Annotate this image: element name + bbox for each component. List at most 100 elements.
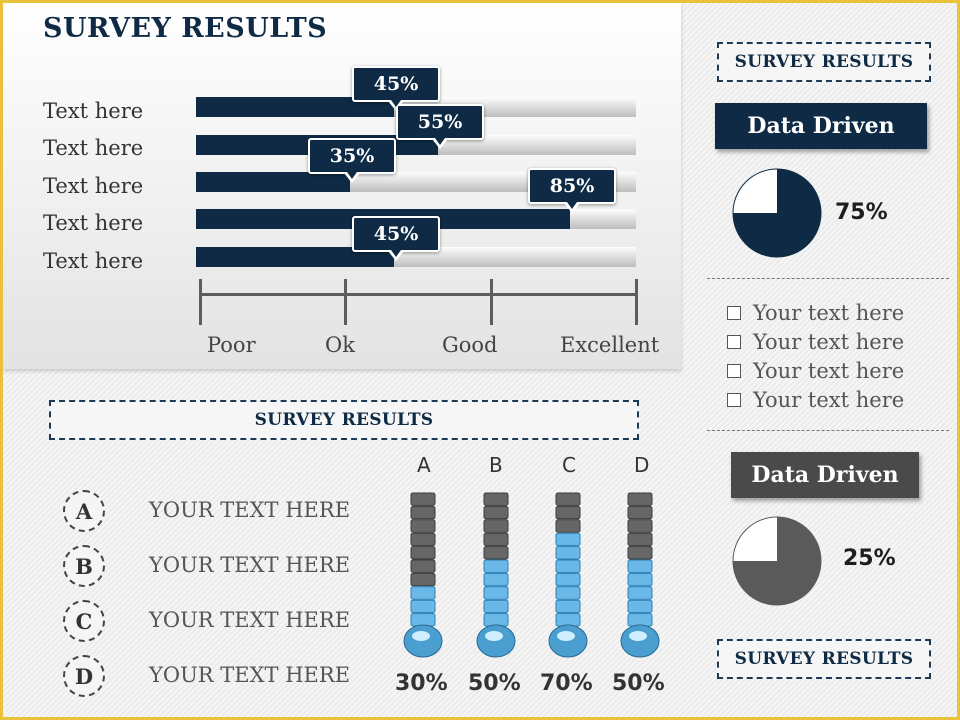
bar <box>196 97 394 117</box>
page-title: SURVEY RESULTS <box>43 13 328 44</box>
thermometer-bulb <box>476 624 516 658</box>
option-text: YOUR TEXT HERE <box>149 663 351 687</box>
thermometer-bulb-highlight <box>412 631 430 641</box>
checkbox-icon <box>727 364 741 378</box>
bar-value-label: 45% <box>352 216 440 261</box>
thermometer-empty-segment <box>627 505 653 520</box>
checklist-item: Your text here <box>727 330 904 354</box>
thermometer-empty-segment <box>627 532 653 547</box>
thermometer-fill-segment <box>410 613 436 627</box>
thermometer-fill-segment <box>627 599 653 614</box>
thermometer-chart <box>403 492 660 658</box>
checkbox-icon <box>727 306 741 320</box>
thermometer-empty-segment <box>555 492 581 506</box>
thermometer-fill-segment <box>555 546 581 560</box>
checklist-item-label: Your text here <box>753 301 905 325</box>
bar <box>196 172 350 192</box>
scale-label-poor: Poor <box>207 333 256 357</box>
scale-label-excellent: Excellent <box>560 333 660 357</box>
scale-tick <box>490 279 493 325</box>
thermometer-fill-segment <box>410 586 436 600</box>
thermometer-fill-segment <box>555 572 581 587</box>
thermometer-bulb-highlight <box>557 631 575 641</box>
thermometer-fill-segment <box>555 559 581 573</box>
thermometer-bulb <box>620 624 660 658</box>
thermometer-empty-segment <box>483 505 509 520</box>
thermometer-empty-segment <box>410 532 436 547</box>
thermometer-value-label: 70% <box>540 671 593 696</box>
thermometer-empty-segment <box>555 505 581 520</box>
survey-results-banner: SURVEY RESULTS <box>717 42 931 82</box>
thermometer-fill-segment <box>483 572 509 587</box>
scale-label-ok: Ok <box>325 333 355 357</box>
thermometer-empty-segment <box>627 492 653 506</box>
thermometer-empty-segment <box>410 492 436 506</box>
checkbox-icon <box>727 393 741 407</box>
thermometer-fill-segment <box>627 586 653 600</box>
survey-panel: SURVEY RESULTS Text here Text here Text … <box>3 3 681 369</box>
thermometer-empty-segment <box>483 492 509 506</box>
thermometer-fill-segment <box>483 613 509 627</box>
option-text: YOUR TEXT HERE <box>149 498 351 522</box>
thermometer-value-label: 50% <box>612 671 665 696</box>
bar <box>196 247 394 267</box>
scale-axis <box>199 293 637 296</box>
bar-category-label: Text here <box>43 136 144 160</box>
bar-track <box>196 172 636 192</box>
checklist-item: Your text here <box>727 359 904 383</box>
thermometer-fill-segment <box>555 599 581 614</box>
bar-category-label: Text here <box>43 249 144 273</box>
thermometer-fill-segment <box>627 559 653 573</box>
thermometer-empty-segment <box>555 519 581 533</box>
option-letter: C <box>63 600 105 642</box>
bar-category-label: Text here <box>43 174 144 198</box>
checklist-item: Your text here <box>727 301 904 325</box>
thermometer-empty-segment <box>627 519 653 533</box>
thermometer-empty-segment <box>410 572 436 587</box>
scale-tick <box>199 279 202 325</box>
thermometer-category-label: B <box>489 453 503 477</box>
option-letter: D <box>63 655 105 697</box>
checkbox-icon <box>727 335 741 349</box>
thermometer-empty-segment <box>410 559 436 573</box>
bar-value-label: 35% <box>308 138 396 183</box>
thermometer-category-label: C <box>562 453 576 477</box>
scale-label-good: Good <box>442 333 498 357</box>
divider <box>707 430 949 431</box>
option-text: YOUR TEXT HERE <box>149 608 351 632</box>
thermometer-category-label: A <box>417 453 431 477</box>
scale-tick <box>344 279 347 325</box>
thermometer-value-label: 50% <box>468 671 521 696</box>
checklist-item-label: Your text here <box>753 330 905 354</box>
thermometer-value-label: 30% <box>395 671 448 696</box>
thermometer-fill-segment <box>555 586 581 600</box>
section-banner: SURVEY RESULTS <box>49 400 639 440</box>
thermometer-bulb-highlight <box>629 631 647 641</box>
thermometer-bulb-highlight <box>485 631 503 641</box>
thermometer-fill-segment <box>483 559 509 573</box>
thermometer-fill-segment <box>627 572 653 587</box>
thermometer-empty-segment <box>483 519 509 533</box>
thermometer-fill-segment <box>410 599 436 614</box>
option-letter: B <box>63 545 105 587</box>
pie-chart-25 <box>732 516 822 606</box>
thermometer-category-label: D <box>634 453 650 477</box>
pie-slice <box>733 169 821 257</box>
thermometer-fill-segment <box>555 532 581 547</box>
bar-value-label: 55% <box>396 104 484 149</box>
thermometer-empty-segment <box>483 532 509 547</box>
thermometer-fill-segment <box>483 586 509 600</box>
checklist-item-label: Your text here <box>753 359 905 383</box>
bar-category-label: Text here <box>43 211 144 235</box>
data-driven-card-title: Data Driven <box>715 103 927 149</box>
checklist-item-label: Your text here <box>753 388 905 412</box>
thermometer-empty-segment <box>483 546 509 560</box>
thermometer-fill-segment <box>627 613 653 627</box>
option-text: YOUR TEXT HERE <box>149 553 351 577</box>
bar-track <box>196 247 636 267</box>
bar-value-label: 45% <box>352 66 440 111</box>
thermometer-bulb <box>403 624 443 658</box>
pie-value-label: 75% <box>835 200 888 225</box>
data-driven-card-title: Data Driven <box>731 452 919 498</box>
